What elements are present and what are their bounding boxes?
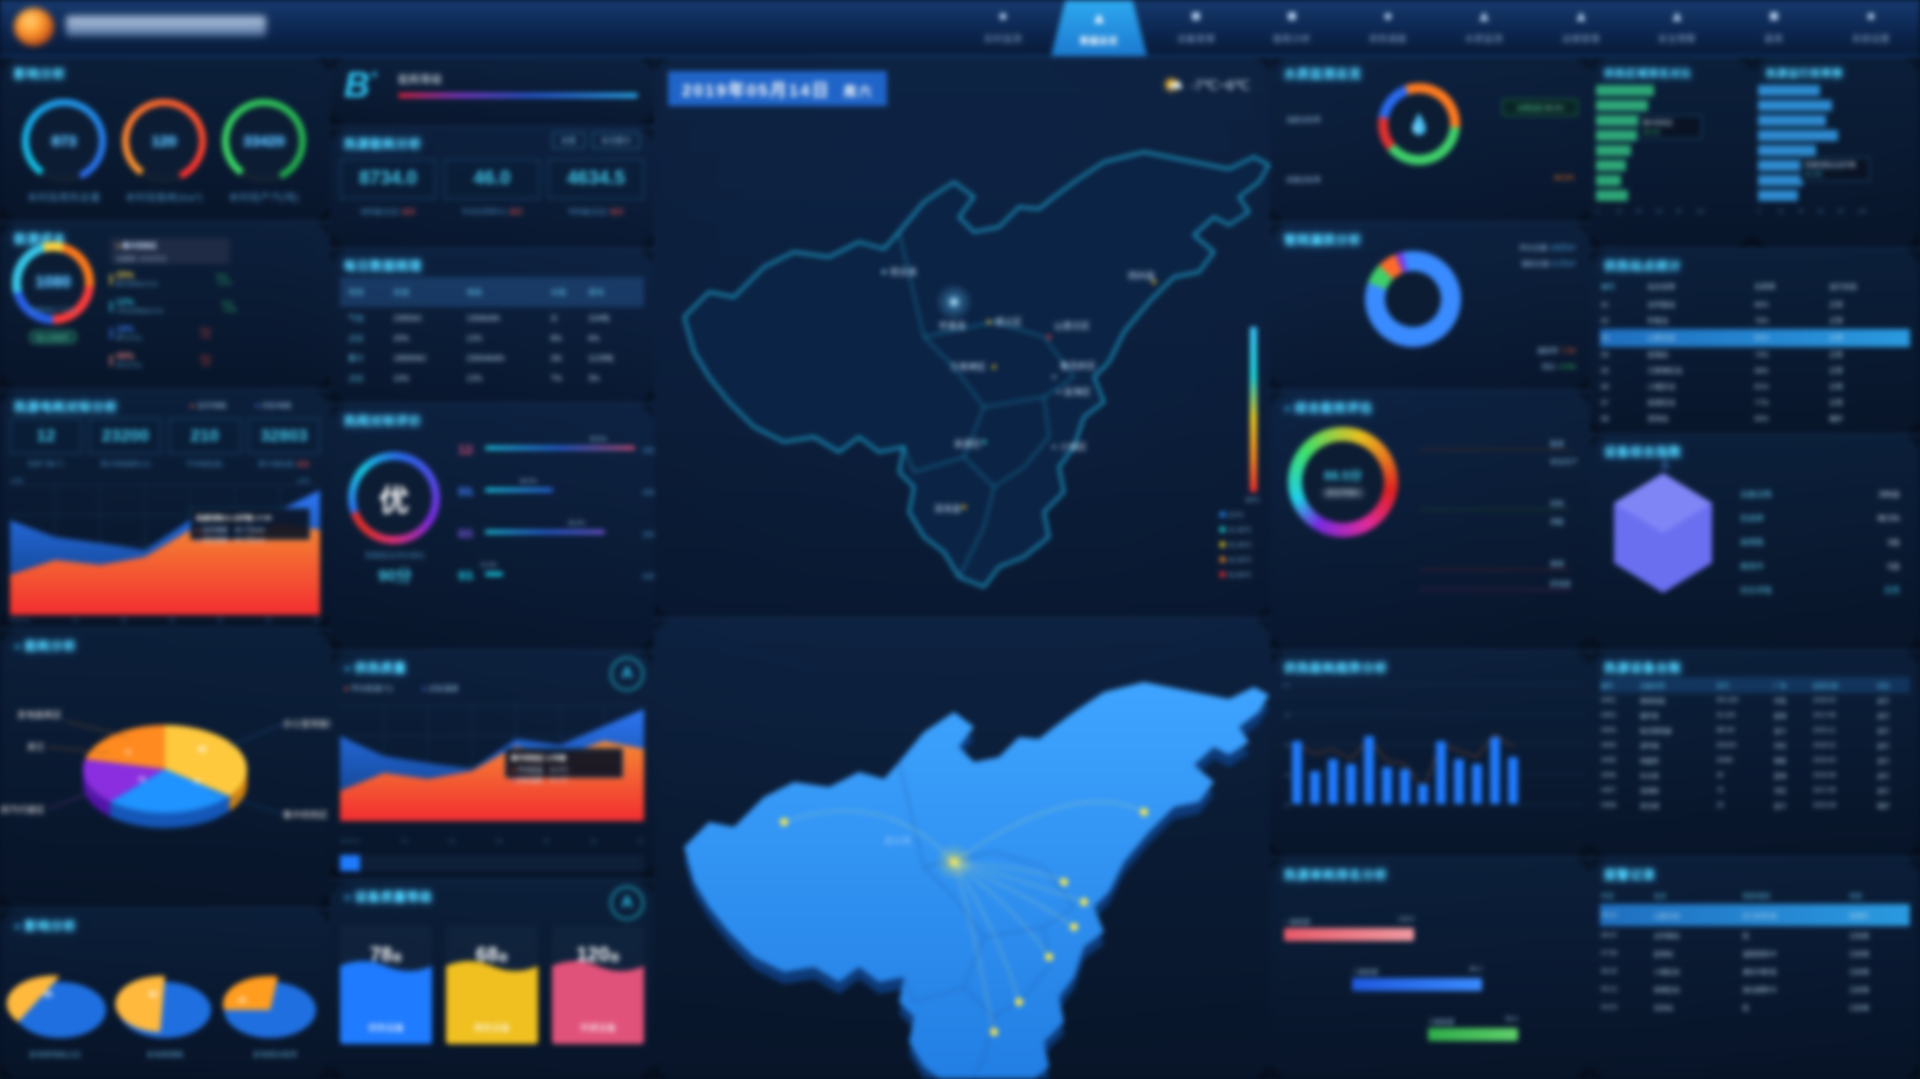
svg-text:山里沦区: 山里沦区 (1054, 320, 1090, 331)
svg-text:51-60℃: 51-60℃ (1228, 572, 1253, 579)
svg-text:0: 0 (1596, 209, 1599, 215)
svg-text:1000: 1000 (297, 479, 311, 485)
svg-text:80: 80 (1676, 209, 1682, 215)
svg-text:深泽县: 深泽县 (934, 504, 961, 514)
svg-text:同州县: 同州县 (1128, 271, 1155, 281)
svg-text:9.0℃: 9.0℃ (1228, 512, 1245, 519)
svg-text:100: 100 (1282, 683, 1291, 689)
svg-text:40: 40 (1798, 209, 1804, 215)
svg-text:集中供热区: 集中供热区 (283, 809, 328, 820)
svg-text:小城区: 小城区 (1060, 442, 1087, 452)
svg-text:总公司: 总公司 (884, 835, 911, 846)
svg-text:80: 80 (1284, 713, 1290, 719)
svg-text:0: 0 (1758, 209, 1761, 215)
svg-text:鲁花岭区: 鲁花岭区 (1060, 360, 1096, 371)
svg-text:100: 100 (1696, 209, 1705, 215)
svg-text:60: 60 (1284, 743, 1290, 749)
svg-text:密云县: 密云县 (890, 266, 917, 277)
svg-text:其它: 其它 (27, 741, 45, 752)
svg-text:1000: 1000 (10, 479, 24, 485)
svg-text:20: 20 (1778, 209, 1784, 215)
svg-text:41-50℃: 41-50℃ (1228, 557, 1253, 564)
svg-text:办公室用能区: 办公室用能区 (283, 718, 330, 729)
svg-text:怀柔县: 怀柔县 (939, 320, 966, 331)
svg-text:60: 60 (1818, 209, 1824, 215)
svg-text:60℃: 60℃ (1246, 497, 1261, 504)
svg-text:万寿神区: 万寿神区 (950, 361, 986, 372)
svg-text:供汽代替区: 供汽代替区 (0, 804, 45, 815)
svg-text:20: 20 (1284, 803, 1290, 809)
svg-text:泉源区: 泉源区 (954, 438, 981, 449)
svg-text:40: 40 (1284, 773, 1290, 779)
svg-text:延海区: 延海区 (1064, 386, 1091, 397)
svg-text:100: 100 (1858, 209, 1867, 215)
svg-text:21-30℃: 21-30℃ (1228, 527, 1253, 534)
svg-text:60: 60 (1656, 209, 1662, 215)
svg-text:80: 80 (1838, 209, 1844, 215)
svg-text:顺义区: 顺义区 (995, 317, 1022, 327)
svg-text:20: 20 (1616, 209, 1622, 215)
svg-text:31-40℃: 31-40℃ (1228, 542, 1253, 549)
svg-text:发电能耗区: 发电能耗区 (17, 709, 62, 720)
svg-text:40: 40 (1636, 209, 1642, 215)
